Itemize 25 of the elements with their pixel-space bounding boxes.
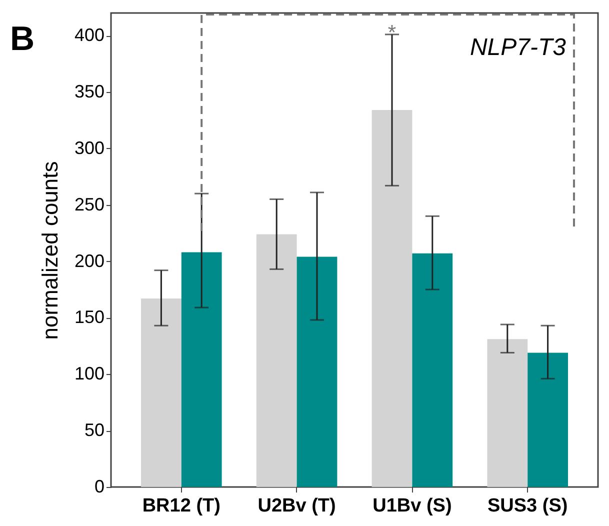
y-tick-label: 350 <box>74 82 104 102</box>
bar <box>181 252 222 487</box>
bar <box>256 234 297 487</box>
bar <box>296 256 338 487</box>
y-tick-label: 250 <box>74 194 104 214</box>
x-tick-label: U1Bv (S) <box>372 496 452 516</box>
y-tick-label: 50 <box>84 420 104 440</box>
y-tick-label: 0 <box>94 476 104 496</box>
x-tick-label: SUS3 (S) <box>487 496 568 516</box>
annotation: * <box>388 21 396 44</box>
annotation: NLP7-T3 <box>470 34 567 61</box>
y-tick-label: 100 <box>74 364 104 384</box>
bar <box>528 352 568 487</box>
bar <box>141 298 182 487</box>
y-tick-label: 200 <box>74 250 104 271</box>
bar <box>372 110 412 487</box>
text: B <box>10 20 35 58</box>
y-tick-label: 400 <box>74 25 104 46</box>
bar <box>487 339 528 487</box>
bar <box>412 253 453 487</box>
y-tick-label: 150 <box>74 307 104 328</box>
x-tick-label: U2Bv (T) <box>258 496 336 516</box>
x-tick-label: BR12 (T) <box>142 496 220 516</box>
y-tick-label: 300 <box>74 138 104 158</box>
y-axis-title: normalized counts <box>37 161 62 340</box>
